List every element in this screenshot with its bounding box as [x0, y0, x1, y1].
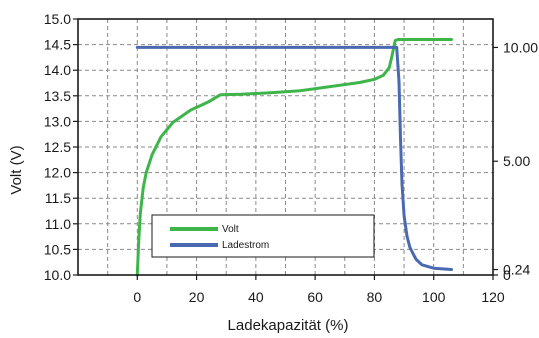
x-tick-label: 120 [481, 289, 505, 305]
y-tick-label: 11.0 [45, 216, 71, 232]
y-tick-label: 12.5 [44, 139, 71, 155]
x-tick-label: 20 [189, 289, 205, 305]
y-tick-label: 12.0 [44, 165, 71, 181]
y-tick-label: 14.5 [44, 37, 71, 53]
y-tick-label: 13.0 [44, 113, 71, 129]
x-axis-ticks: 0 20 40 60 80 100 120 [133, 275, 505, 305]
y-axis-title: Volt (V) [8, 145, 25, 194]
y-tick-label: 11.5 [45, 190, 71, 206]
right-axis-ticks: 00.24 5.00 10.00 [493, 39, 538, 283]
legend-label-volt: Volt [222, 224, 239, 235]
y2-tick-label: 10.00 [503, 39, 538, 55]
x-axis-title: Ladekapazität (%) [228, 317, 349, 334]
x-tick-label: 80 [367, 289, 383, 305]
x-tick-label: 100 [422, 289, 446, 305]
y-tick-label: 13.5 [44, 88, 71, 104]
y-tick-label: 10.0 [44, 267, 71, 283]
left-axis-ticks: 10.0 10.5 11.0 11.5 12.0 12.5 13.0 13.5 14.0 14.5… [44, 11, 78, 283]
series-line-volt [135, 38, 453, 277]
legend-box [151, 214, 375, 258]
x-tick-label: 60 [307, 289, 323, 305]
y2-tick-label: 0 [503, 267, 511, 283]
y-tick-label: 14.0 [44, 62, 71, 78]
y-tick-label: 10.5 [44, 241, 71, 257]
y2-tick-label: 0.24 [503, 262, 530, 278]
x-tick-label: 0 [133, 289, 141, 305]
series-lines [135, 38, 453, 277]
legend: Volt Ladestrom [151, 214, 375, 258]
legend-label-ladestrom: Ladestrom [222, 240, 269, 251]
x-tick-label: 40 [248, 289, 264, 305]
grid [78, 19, 493, 275]
y2-tick-label: 5.00 [503, 153, 530, 169]
y-tick-label: 15.0 [44, 11, 71, 27]
series-line-ladestrom [135, 45, 453, 271]
